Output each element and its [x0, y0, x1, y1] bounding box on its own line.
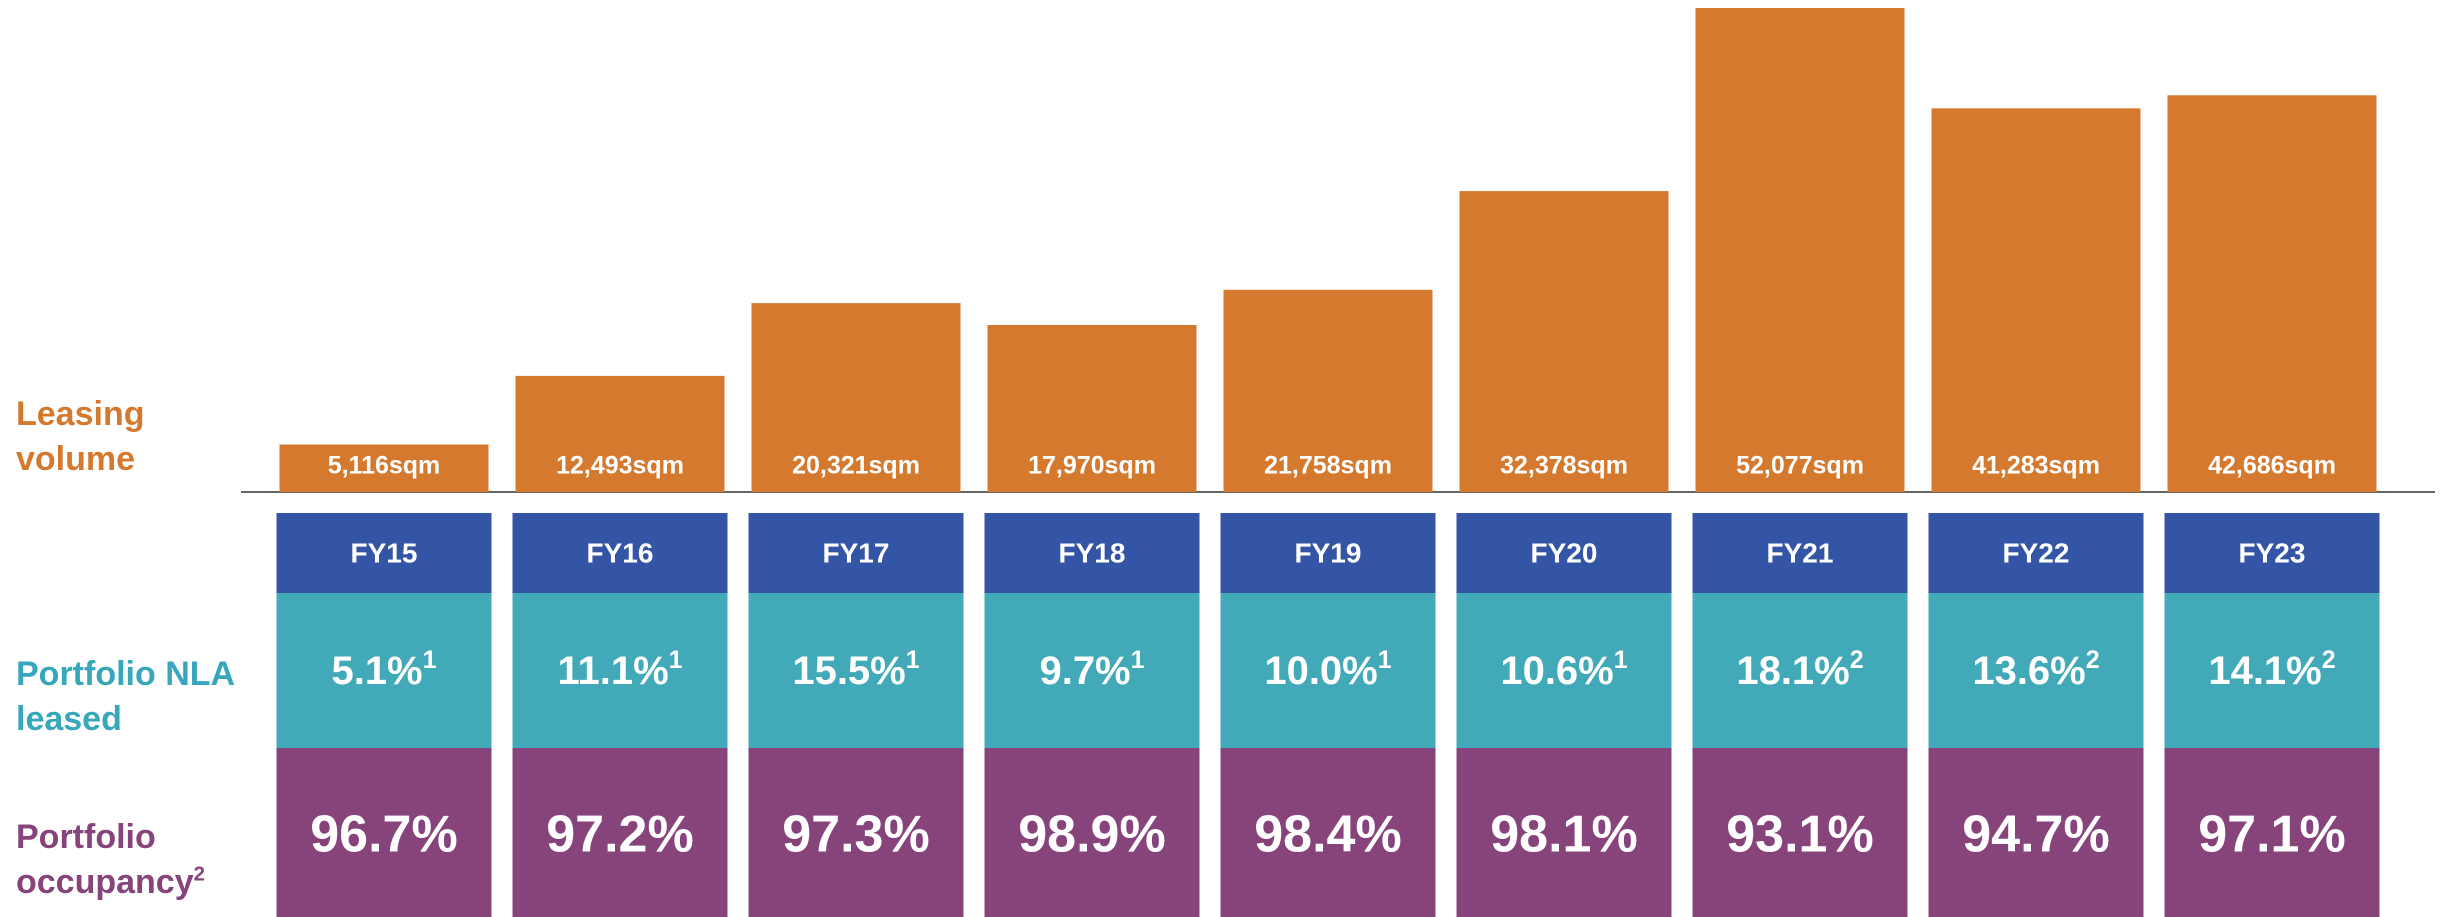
occupancy-cell — [748, 748, 964, 917]
footnote: 2 — [1850, 646, 1864, 674]
category-cell — [984, 513, 1200, 594]
occupancy-cell — [984, 748, 1200, 917]
bar — [1223, 289, 1433, 492]
occupancy-value: 97.1% — [2198, 806, 2345, 864]
occupancy-value: 98.1% — [1490, 806, 1637, 864]
category-cell — [1220, 513, 1436, 594]
nla-cell — [1928, 593, 2144, 749]
category-label: FY23 — [2239, 537, 2306, 568]
footnote: 2 — [2086, 646, 2100, 674]
row-label-text: Portfolio occupancy — [16, 818, 194, 901]
category-cell — [1928, 513, 2144, 594]
nla-value: 15.5%1 — [792, 646, 919, 693]
nla-cell — [512, 593, 728, 749]
occupancy-cell — [1456, 748, 1672, 917]
bar-label: 17,970sqm — [1028, 452, 1156, 480]
category-cell — [1456, 513, 1672, 594]
row-label: Portfolio occupancy2 — [16, 815, 216, 905]
nla-value-text: 11.1% — [557, 649, 668, 693]
nla-cell — [1220, 593, 1436, 749]
occupancy-value: 98.9% — [1018, 806, 1165, 864]
nla-cell — [748, 593, 964, 749]
occupancy-cell — [1928, 748, 2144, 917]
nla-cell — [2164, 593, 2380, 749]
bar — [987, 324, 1197, 492]
nla-value: 13.6%2 — [1972, 646, 2099, 693]
occupancy-value: 97.3% — [782, 806, 929, 864]
bar-label: 32,378sqm — [1500, 452, 1628, 480]
occupancy-cell — [276, 748, 492, 917]
nla-value: 10.0%1 — [1264, 646, 1391, 693]
footnote: 1 — [1131, 646, 1145, 674]
category-label: FY20 — [1531, 537, 1598, 568]
footnote: 1 — [1614, 646, 1628, 674]
occupancy-cell — [512, 748, 728, 917]
category-label: FY22 — [2003, 537, 2070, 568]
bar — [1459, 191, 1669, 493]
nla-value-text: 14.1% — [2208, 649, 2321, 693]
bar — [279, 444, 489, 492]
nla-value-text: 15.5% — [792, 649, 905, 693]
row-label: Portfolio NLA leased — [16, 655, 234, 738]
category-cell — [1692, 513, 1908, 594]
category-cell — [512, 513, 728, 594]
nla-value: 11.1%1 — [557, 646, 682, 693]
nla-value: 10.6%1 — [1500, 646, 1627, 693]
footnote: 1 — [669, 646, 683, 674]
occupancy-value: 98.4% — [1254, 806, 1401, 864]
bar-label: 52,077sqm — [1736, 452, 1864, 480]
nla-value: 14.1%2 — [2208, 646, 2335, 693]
nla-value-text: 5.1% — [331, 649, 422, 693]
nla-cell — [276, 593, 492, 749]
bar-label: 20,321sqm — [792, 452, 920, 480]
nla-value-text: 10.6% — [1500, 649, 1613, 693]
footnote: 1 — [423, 646, 437, 674]
footnote: 2 — [193, 863, 205, 886]
bar — [1931, 108, 2141, 493]
bar-label: 21,758sqm — [1264, 452, 1392, 480]
nla-cell — [1692, 593, 1908, 749]
footnote: 1 — [1378, 646, 1392, 674]
footnote: 1 — [906, 646, 920, 674]
category-label: FY16 — [587, 537, 654, 568]
nla-cell — [1456, 593, 1672, 749]
category-cell — [276, 513, 492, 594]
occupancy-cell — [1220, 748, 1436, 917]
occupancy-value: 97.2% — [546, 806, 693, 864]
bar — [515, 375, 725, 492]
nla-value-text: 9.7% — [1039, 649, 1130, 693]
bar — [751, 303, 961, 492]
category-label: FY21 — [1767, 537, 1834, 568]
bar — [1695, 8, 1905, 492]
nla-value: 9.7%1 — [1039, 646, 1144, 693]
category-label: FY15 — [351, 537, 418, 568]
footnote: 2 — [2322, 646, 2336, 674]
category-cell — [2164, 513, 2380, 594]
category-cell — [748, 513, 964, 594]
nla-value-text: 10.0% — [1264, 649, 1377, 693]
occupancy-value: 93.1% — [1726, 806, 1873, 864]
occupancy-value: 96.7% — [310, 806, 457, 864]
bar-label: 41,283sqm — [1972, 452, 2100, 480]
bar-label: 42,686sqm — [2208, 452, 2336, 480]
occupancy-cell — [1692, 748, 1908, 917]
occupancy-value: 94.7% — [1962, 806, 2109, 864]
nla-cell — [984, 593, 1200, 749]
category-label: FY18 — [1059, 537, 1126, 568]
nla-value: 18.1%2 — [1736, 646, 1863, 693]
y-label: Leasing volume — [16, 395, 145, 478]
bar-label: 12,493sqm — [556, 452, 684, 480]
category-label: FY19 — [1295, 537, 1362, 568]
bar-label: 5,116sqm — [328, 452, 441, 480]
bar — [2167, 95, 2377, 492]
nla-value-text: 18.1% — [1736, 649, 1849, 693]
nla-value-text: 13.6% — [1972, 649, 2085, 693]
nla-value: 5.1%1 — [331, 646, 436, 693]
category-label: FY17 — [823, 537, 890, 568]
occupancy-cell — [2164, 748, 2380, 917]
